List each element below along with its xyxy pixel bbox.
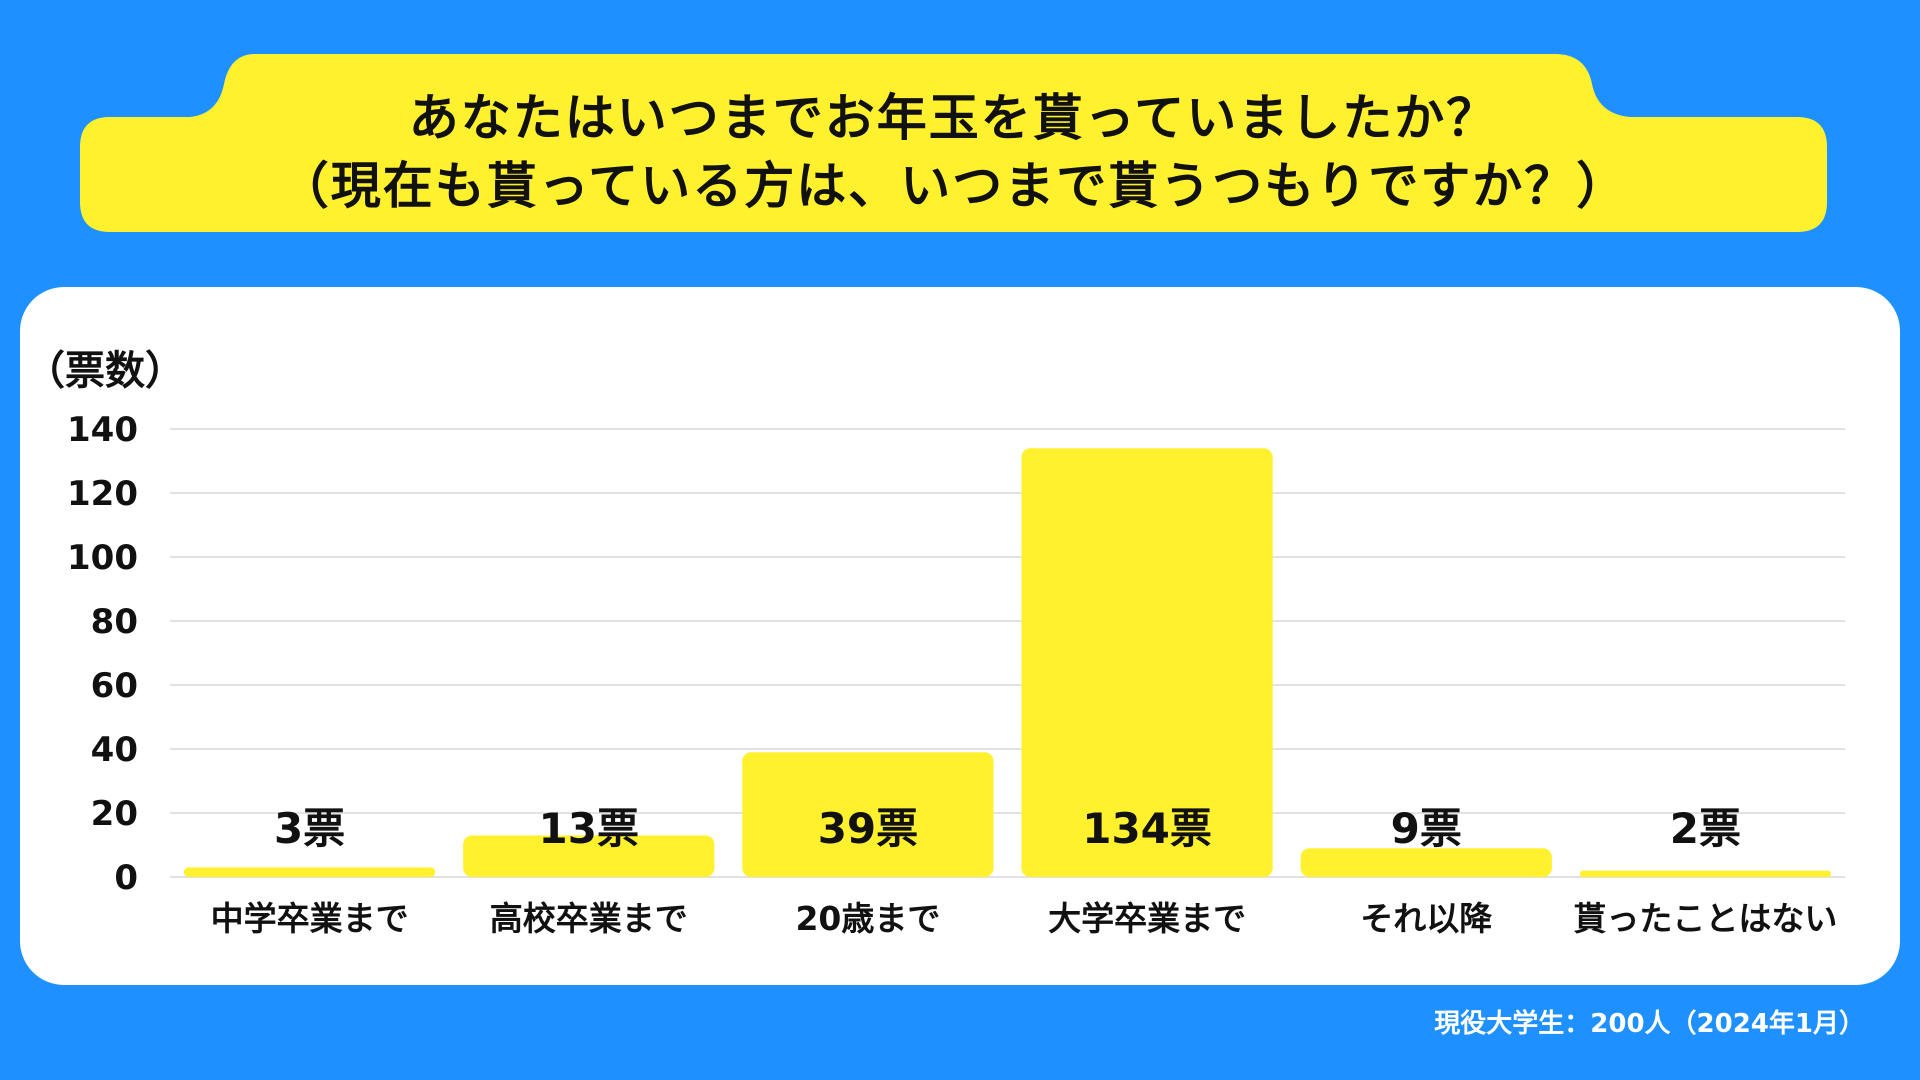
category-label: 貰ったことはない bbox=[1573, 899, 1837, 938]
bar bbox=[1579, 870, 1832, 877]
title-banner-shape bbox=[80, 54, 1827, 232]
y-tick-label: 80 bbox=[91, 602, 138, 642]
chart-card: （票数） 0 20 40 60 80 100 120 140 3票 13票 39票 134票 9票 2票… bbox=[20, 287, 1900, 985]
y-tick-label: 140 bbox=[67, 410, 138, 450]
chart-title: あなたはいつまでお年玉を貰っていましたか？ （現在も貰っている方は、いつまで貰う… bbox=[80, 84, 1827, 220]
bar-value-label: 39票 bbox=[818, 804, 918, 853]
bar-value-label: 134票 bbox=[1082, 804, 1212, 853]
bar-chart: （票数） 0 20 40 60 80 100 120 140 3票 13票 39票 134票 9票 2票… bbox=[25, 348, 1845, 938]
bar bbox=[742, 752, 994, 877]
bar-value-label: 2票 bbox=[1670, 804, 1741, 853]
bar bbox=[183, 867, 436, 877]
title-line-2: （現在も貰っている方は、いつまで貰うつもりですか？） bbox=[278, 157, 1629, 215]
category-label: 大学卒業まで bbox=[1048, 899, 1246, 938]
y-tick-label: 0 bbox=[114, 858, 138, 898]
banner-background bbox=[80, 54, 1827, 232]
y-tick-label: 40 bbox=[91, 730, 138, 770]
y-tick-label: 60 bbox=[91, 666, 138, 706]
grid-lines bbox=[170, 428, 1845, 878]
bar-value-label: 3票 bbox=[274, 804, 345, 853]
bars bbox=[183, 448, 1832, 877]
category-labels: 中学卒業まで 高校卒業まで 20歳まで 大学卒業まで それ以降 貰ったことはない bbox=[211, 899, 1838, 938]
source-footnote: 現役大学生：200人（2024年1月） bbox=[1434, 1009, 1865, 1039]
title-line-1: あなたはいつまでお年玉を貰っていましたか？ bbox=[408, 89, 1499, 147]
y-tick-label: 20 bbox=[91, 794, 138, 834]
category-label: 20歳まで bbox=[795, 899, 940, 938]
category-label: 中学卒業まで bbox=[211, 899, 409, 938]
title-banner: あなたはいつまでお年玉を貰っていましたか？ （現在も貰っている方は、いつまで貰う… bbox=[80, 54, 1827, 232]
y-axis-label: （票数） bbox=[25, 348, 185, 394]
bar bbox=[463, 835, 715, 877]
bar bbox=[1300, 848, 1552, 877]
category-label: 高校卒業まで bbox=[490, 899, 688, 938]
category-label: それ以降 bbox=[1360, 899, 1493, 938]
y-tick-label: 100 bbox=[67, 538, 138, 578]
bar-value-label: 13票 bbox=[539, 804, 639, 853]
y-axis-ticks: 0 20 40 60 80 100 120 140 bbox=[67, 410, 138, 898]
data-labels: 3票 13票 39票 134票 9票 2票 bbox=[274, 804, 1741, 853]
bar-value-label: 9票 bbox=[1391, 804, 1462, 853]
bar bbox=[1021, 448, 1273, 877]
y-tick-label: 120 bbox=[67, 474, 138, 514]
